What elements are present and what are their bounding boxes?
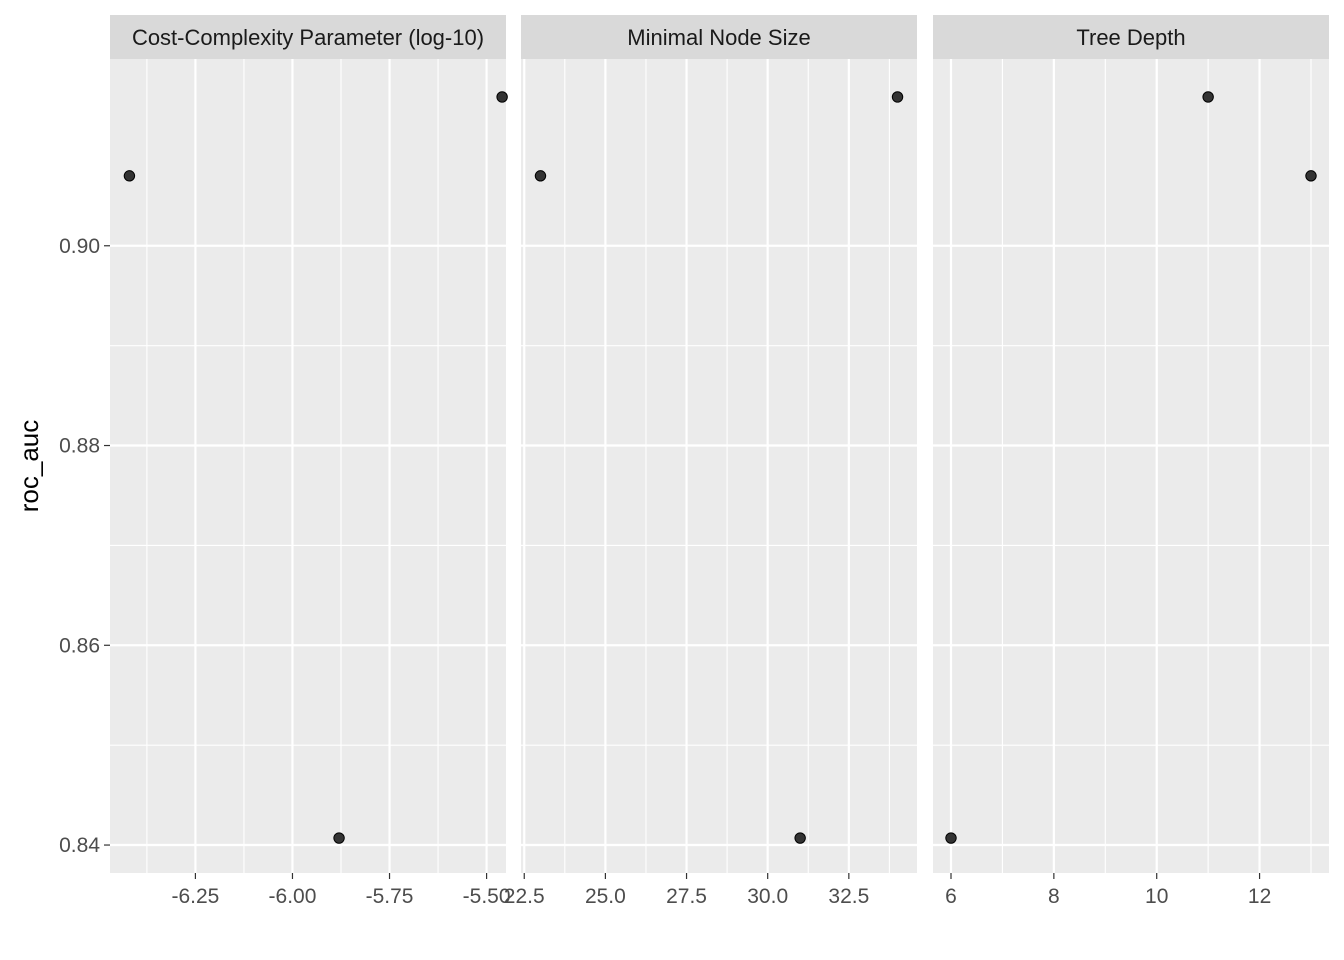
x-tick-label: -5.50: [463, 885, 511, 908]
x-tick-label: 8: [1048, 885, 1060, 908]
y-tick-label: 0.90: [59, 235, 100, 258]
panel-background: [521, 59, 917, 873]
x-tick-label: 10: [1145, 885, 1168, 908]
y-tick-label: 0.84: [59, 834, 100, 857]
data-point: [333, 832, 345, 844]
facet-strip: [110, 15, 506, 59]
y-tick-label: 0.88: [59, 435, 100, 458]
panel-background: [933, 59, 1329, 873]
x-tick-label: 25.0: [585, 885, 626, 908]
data-point: [123, 170, 136, 182]
x-tick-label: 32.5: [828, 885, 869, 908]
x-tick-label: -5.75: [366, 885, 414, 908]
facet-strip: [933, 15, 1329, 59]
data-point: [794, 832, 806, 844]
x-tick-label: 6: [945, 885, 957, 908]
facet-strip-title: Tree Depth: [1076, 25, 1185, 50]
y-tick-label: 0.86: [59, 634, 100, 657]
facet-strip: [521, 15, 917, 59]
facet-panel: Cost-Complexity Parameter (log-10) -6.25 -…: [110, 15, 511, 908]
panel-background: [110, 59, 506, 873]
x-tick-label: -6.25: [171, 885, 219, 908]
x-tick-label: 22.5: [504, 885, 545, 908]
facet-panels: Cost-Complexity Parameter (log-10) -6.25 -…: [110, 15, 1329, 908]
data-point: [891, 91, 904, 103]
data-point: [496, 91, 508, 103]
facet-panel: Minimal Node Size 22.5 25.0 27.5 30.0 32.5: [504, 15, 917, 908]
x-tick-label: 30.0: [747, 885, 788, 908]
y-axis-title: roc_auc: [14, 420, 44, 513]
data-point: [534, 170, 547, 182]
x-tick-label: 12: [1248, 885, 1271, 908]
x-tick-label: -6.00: [269, 885, 317, 908]
facet-strip-title: Minimal Node Size: [627, 25, 810, 50]
data-point: [1202, 91, 1214, 103]
facet-strip-title: Cost-Complexity Parameter (log-10): [132, 25, 484, 50]
data-point: [1305, 170, 1317, 182]
y-axis: 0.84 0.86 0.88 0.90: [59, 235, 110, 857]
facet-panel: Tree Depth 6 8 10 12: [933, 15, 1329, 908]
x-tick-label: 27.5: [666, 885, 707, 908]
data-point: [945, 832, 957, 844]
